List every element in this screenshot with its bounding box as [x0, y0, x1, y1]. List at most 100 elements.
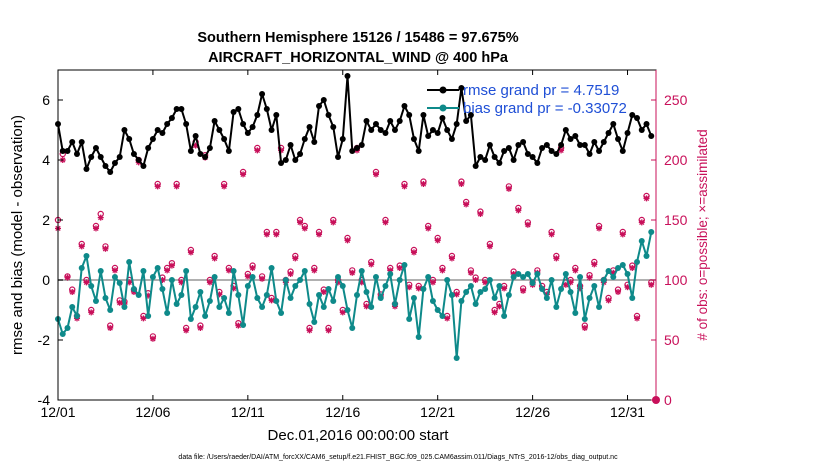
bias-marker	[410, 295, 417, 301]
rmse-marker	[97, 154, 104, 160]
rmse-marker	[168, 115, 175, 121]
bias-marker	[477, 289, 484, 295]
bias-marker	[515, 271, 522, 277]
rmse-marker	[244, 130, 251, 136]
rmse-marker	[73, 151, 80, 157]
rmse-marker	[439, 115, 446, 121]
rmse-marker	[505, 145, 512, 151]
assimilated-obs-marker	[287, 271, 294, 277]
bias-marker	[78, 265, 85, 271]
rmse-marker	[572, 133, 579, 139]
bias-marker	[187, 316, 194, 322]
rmse-marker	[126, 136, 133, 142]
assimilated-obs-marker	[111, 267, 118, 274]
bias-marker	[263, 292, 270, 298]
bias-marker	[339, 283, 346, 289]
assimilated-obs-marker	[221, 183, 228, 190]
assimilated-obs-marker	[648, 281, 655, 288]
rmse-marker	[206, 145, 213, 151]
bias-marker	[301, 268, 308, 274]
assimilated-obs-marker	[501, 285, 508, 292]
assimilated-obs-marker	[619, 231, 626, 238]
assimilated-obs-marker	[292, 255, 299, 262]
rmse-marker	[235, 106, 242, 112]
bias-marker	[372, 274, 379, 280]
bias-marker	[368, 304, 375, 310]
bias-marker	[558, 286, 565, 292]
rmse-marker	[410, 136, 417, 142]
rmse-marker	[586, 151, 593, 157]
rmse-marker	[349, 148, 356, 154]
assimilated-obs-marker	[596, 225, 603, 232]
rmse-marker	[524, 151, 531, 157]
rmse-marker	[624, 130, 631, 136]
rmse-marker	[197, 151, 204, 157]
assimilated-obs-marker	[301, 225, 308, 232]
rmse-marker	[543, 142, 550, 148]
bias-marker	[434, 307, 441, 313]
bias-marker	[140, 268, 147, 274]
rmse-marker	[225, 148, 232, 154]
rmse-marker	[192, 133, 199, 139]
assimilated-obs-marker	[107, 325, 114, 331]
assimilated-obs-marker	[240, 171, 247, 178]
rmse-marker	[429, 127, 436, 133]
y2-tick-label: 50	[664, 332, 680, 348]
rmse-marker	[415, 148, 422, 154]
bias-marker	[192, 304, 199, 310]
bias-marker	[619, 262, 626, 268]
y2-axis-label: # of obs: o=possible; ×=assimilated	[695, 129, 710, 340]
chart-subtitle: AIRCRAFT_HORIZONTAL_WIND @ 400 hPa	[208, 50, 509, 66]
bias-marker	[306, 301, 313, 307]
assimilated-obs-marker	[401, 183, 408, 190]
plot-area	[58, 70, 656, 400]
rmse-marker	[510, 157, 517, 163]
bias-marker	[316, 292, 323, 298]
x-tick-label: 12/16	[325, 404, 360, 420]
rmse-marker	[130, 151, 137, 157]
bias-marker	[278, 310, 285, 316]
assimilated-obs-marker	[410, 249, 417, 256]
rmse-marker	[567, 136, 574, 142]
rmse-marker	[600, 139, 607, 145]
rmse-marker	[311, 139, 318, 145]
rmse-marker	[230, 109, 237, 115]
rmse-marker	[107, 169, 114, 175]
assimilated-obs-marker	[330, 219, 337, 226]
rmse-marker	[354, 145, 360, 151]
bias-marker	[467, 283, 474, 289]
bias-marker	[448, 292, 455, 298]
rmse-marker	[249, 124, 256, 130]
bias-marker	[88, 283, 95, 289]
rmse-marker	[59, 148, 66, 154]
bias-marker	[254, 295, 261, 301]
y-tick-label: 0	[42, 272, 50, 288]
assimilated-obs-marker	[183, 327, 190, 334]
assimilated-obs-marker	[249, 265, 256, 271]
bias-marker	[505, 292, 512, 298]
assimilated-obs-marker	[83, 279, 90, 286]
rmse-marker	[372, 121, 379, 127]
rmse-marker	[406, 112, 413, 118]
rmse-marker	[520, 139, 527, 145]
bias-marker	[216, 304, 223, 310]
bias-marker	[335, 274, 342, 280]
assimilated-obs-marker	[634, 315, 641, 322]
bias-marker	[524, 271, 531, 277]
rmse-marker	[391, 127, 398, 133]
assimilated-obs-marker	[316, 231, 323, 238]
bias-marker	[491, 295, 498, 301]
bias-marker	[349, 325, 356, 331]
assimilated-obs-marker	[515, 207, 522, 214]
rmse-marker	[534, 160, 541, 166]
bias-marker	[320, 304, 327, 310]
bias-marker	[178, 292, 185, 298]
rmse-marker	[401, 103, 408, 109]
y-tick-label: 4	[42, 152, 50, 168]
rmse-marker	[344, 73, 351, 79]
rmse-marker	[396, 118, 403, 124]
bias-marker	[396, 277, 403, 283]
bias-marker	[363, 289, 370, 295]
bias-marker	[406, 316, 413, 322]
rmse-marker	[78, 139, 85, 145]
